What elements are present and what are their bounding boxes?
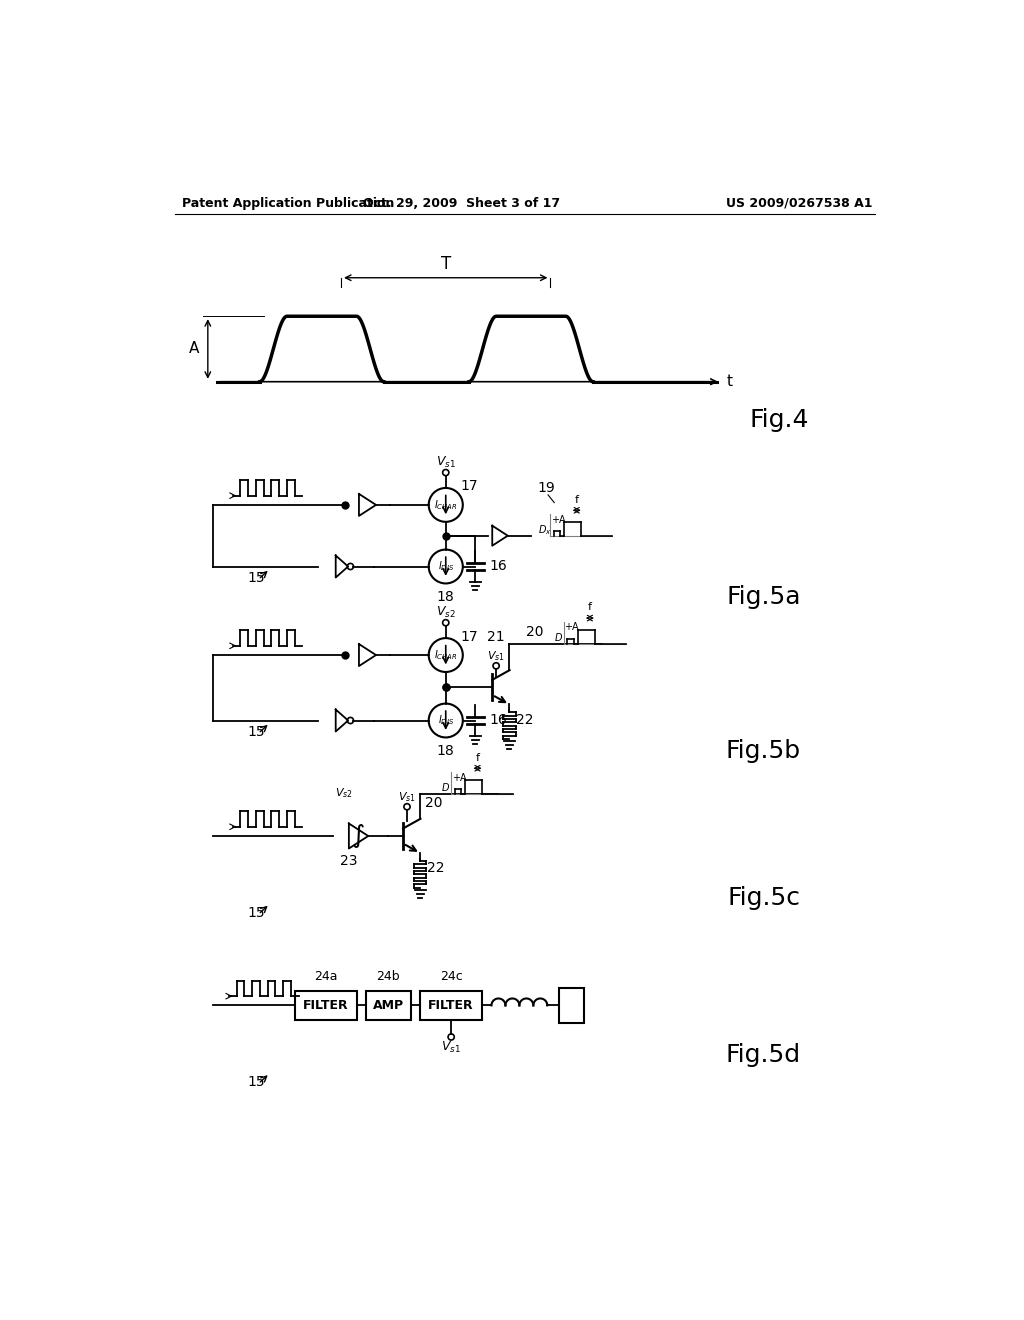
Text: $V_{s1}$: $V_{s1}$ [398,791,416,804]
Text: $D_x$: $D_x$ [539,524,552,537]
Text: Oct. 29, 2009  Sheet 3 of 17: Oct. 29, 2009 Sheet 3 of 17 [362,197,560,210]
Text: 15: 15 [247,1076,264,1089]
Text: f: f [475,752,479,763]
Text: 23: 23 [340,854,357,869]
Text: 15: 15 [247,572,264,585]
Text: $I_{CHAR}$: $I_{CHAR}$ [434,648,458,661]
Text: $I_{DIS}$: $I_{DIS}$ [437,714,454,727]
Text: 19: 19 [538,480,555,495]
Text: +A: +A [564,623,579,632]
Text: 21: 21 [487,630,505,644]
Text: 16: 16 [489,713,507,727]
Text: Fig.4: Fig.4 [750,408,809,432]
Bar [366,991,411,1020]
Text: 15: 15 [247,906,264,920]
Text: $D$: $D$ [554,631,562,643]
Text: f: f [588,602,592,612]
Bar [295,991,356,1020]
Text: 16: 16 [489,560,507,573]
Text: $V_{s1}$: $V_{s1}$ [487,649,505,664]
Text: 20: 20 [526,624,544,639]
Circle shape [442,470,449,475]
Circle shape [429,638,463,672]
Text: $\int$: $\int$ [351,822,366,850]
Text: +A: +A [452,772,466,783]
Text: A: A [188,341,199,356]
Text: +A: +A [551,515,565,524]
Text: 22: 22 [427,861,444,875]
Circle shape [493,663,500,669]
Text: 18: 18 [437,590,455,605]
Text: Fig.5b: Fig.5b [726,739,801,763]
Text: Fig.5c: Fig.5c [727,886,800,909]
Circle shape [429,549,463,583]
Text: US 2009/0267538 A1: US 2009/0267538 A1 [725,197,872,210]
Text: 17: 17 [460,479,478,492]
Text: f: f [574,495,579,504]
Bar [559,989,584,1023]
Circle shape [449,1034,455,1040]
Text: $V_{s2}$: $V_{s2}$ [436,605,456,620]
Text: FILTER: FILTER [428,999,474,1012]
Text: 24b: 24b [377,970,400,983]
Text: Fig.5a: Fig.5a [726,585,801,610]
Text: T: T [440,255,451,273]
Text: 15: 15 [247,725,264,739]
Text: 24a: 24a [314,970,337,983]
Text: $V_{s1}$: $V_{s1}$ [441,1040,461,1055]
Circle shape [403,804,410,809]
Text: FILTER: FILTER [303,999,348,1012]
Text: $I_{CHAR}$: $I_{CHAR}$ [434,498,458,512]
Text: 18: 18 [437,744,455,758]
Text: $I_{DIS}$: $I_{DIS}$ [437,560,454,573]
Text: $V_{s2}$: $V_{s2}$ [335,785,352,800]
Text: 20: 20 [425,796,442,809]
Text: $V_{s1}$: $V_{s1}$ [436,455,456,470]
Text: $D$: $D$ [441,781,451,793]
Text: t: t [726,374,732,389]
Text: 24c: 24c [439,970,463,983]
Bar [420,991,482,1020]
Text: Patent Application Publication: Patent Application Publication [182,197,394,210]
Circle shape [429,488,463,521]
Text: 17: 17 [460,630,478,644]
Text: AMP: AMP [373,999,403,1012]
Text: 22: 22 [516,713,534,726]
Circle shape [442,619,449,626]
Text: Fig.5d: Fig.5d [726,1043,801,1068]
Circle shape [429,704,463,738]
